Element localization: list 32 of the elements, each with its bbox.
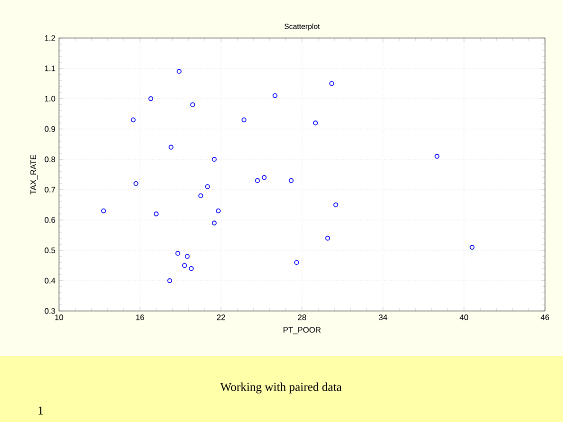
point (154, 212, 159, 216)
point (184, 254, 190, 259)
point (325, 236, 330, 241)
point (101, 208, 106, 214)
point (212, 156, 217, 162)
point (216, 208, 221, 214)
point (242, 118, 246, 122)
text: Working with paired data (220, 382, 342, 394)
point (255, 178, 260, 183)
text: 1 (38, 406, 43, 414)
point (313, 120, 318, 126)
point (176, 68, 182, 74)
point (272, 93, 278, 98)
point (329, 81, 334, 86)
point (294, 260, 299, 265)
point (212, 220, 217, 226)
point (470, 244, 474, 250)
point (167, 278, 172, 284)
point (190, 102, 196, 108)
point (205, 184, 210, 190)
point (175, 250, 180, 256)
point (434, 154, 440, 159)
point (130, 118, 136, 122)
point (288, 178, 294, 183)
point (188, 266, 194, 271)
point (182, 263, 187, 268)
point (333, 202, 338, 208)
point (134, 181, 138, 186)
point (262, 175, 267, 180)
point (168, 144, 174, 150)
point (148, 96, 154, 102)
point (198, 193, 204, 198)
